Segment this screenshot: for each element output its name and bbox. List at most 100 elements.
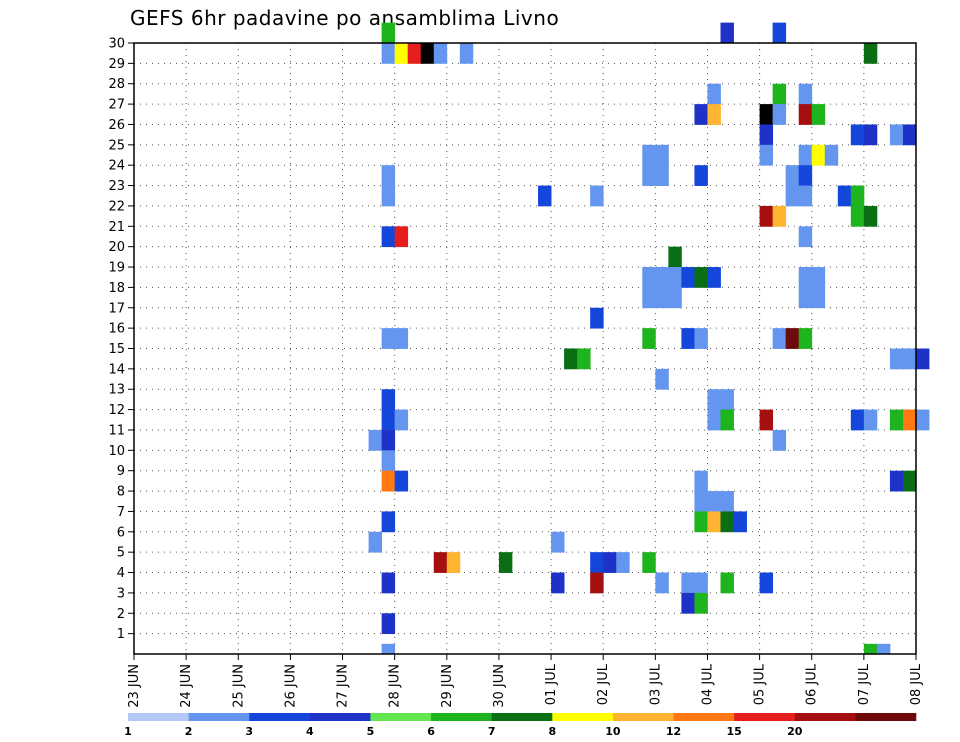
y-tick-label: 25 (108, 138, 125, 153)
y-tick-label: 11 (108, 423, 125, 438)
heatmap-cell (720, 491, 734, 512)
y-tick-label: 12 (108, 403, 125, 418)
heatmap-cell (381, 226, 396, 248)
x-tick-label: 03 JUL (648, 663, 663, 705)
heatmap-cell (381, 429, 396, 451)
colorbar-swatch (552, 713, 614, 721)
heatmap-cell (707, 104, 721, 125)
heatmap-cell (733, 511, 747, 533)
heatmap-cell (707, 389, 721, 410)
heatmap-cell (916, 348, 930, 370)
heatmap-cell (498, 552, 513, 573)
heatmap-cell (798, 267, 813, 288)
heatmap-cell (824, 144, 839, 166)
heatmap-cell (381, 43, 396, 64)
heatmap-cell (694, 572, 708, 594)
heatmap-cell (798, 83, 813, 105)
heatmap-cell (668, 246, 682, 268)
heatmap-cell (889, 124, 904, 146)
heatmap-cell (642, 552, 656, 573)
y-tick-label: 27 (108, 98, 125, 113)
x-axis-ticks: 23 JUN 24 JUN 25 JUN 26 JUN 27 JUN 28 JUN 29 J… (127, 654, 924, 708)
heatmap-cell (785, 165, 800, 186)
heatmap-cell (811, 287, 826, 309)
heatmap-cell (420, 43, 435, 64)
x-tick-label: 01 JUL (544, 663, 559, 705)
heatmap-cell (381, 409, 396, 431)
heatmap-cell (863, 43, 878, 64)
heatmap-cell (759, 572, 774, 594)
heatmap-cell (564, 348, 578, 370)
heatmap-cell (916, 409, 930, 431)
heatmap-cell (759, 144, 774, 166)
heatmap-cell (655, 368, 669, 390)
colorbar-label: 10 (605, 725, 621, 738)
y-tick-label: 9 (117, 464, 125, 479)
heatmap-cell (889, 470, 904, 492)
x-tick-label: 04 JUL (700, 663, 715, 705)
heatmap-cell (772, 22, 787, 44)
heatmap-cell (590, 185, 604, 207)
heatmap-cell (381, 389, 396, 410)
x-tick-label: 02 JUL (596, 663, 611, 705)
y-tick-label: 28 (108, 77, 125, 92)
heatmap-cell (798, 165, 813, 186)
colorbar-swatch (612, 713, 674, 721)
heatmap-cell (446, 552, 461, 573)
x-tick-label: 26 JUN (283, 664, 298, 708)
heatmap-cell (785, 185, 800, 207)
y-tick-label: 29 (108, 57, 125, 72)
colorbar-swatch (673, 713, 735, 721)
heatmap-cell (863, 409, 878, 431)
heatmap-cell (642, 165, 656, 186)
heatmap-cell (394, 328, 409, 349)
heatmap-cell (407, 43, 422, 64)
heatmap-cell (459, 43, 474, 64)
heatmap-cell (720, 511, 734, 533)
heatmap-cell (381, 185, 396, 207)
heatmap-cell (694, 511, 708, 533)
y-tick-label: 18 (108, 281, 125, 296)
colorbar-swatch (794, 713, 856, 721)
heatmap-cell (798, 144, 813, 166)
heatmap-cell (577, 348, 591, 370)
heatmap-cell (707, 491, 721, 512)
x-tick-label: 28 JUN (388, 664, 403, 708)
heatmap-cell (603, 552, 617, 573)
colorbar-label: 20 (787, 725, 803, 738)
heatmap-cell (381, 572, 396, 594)
heatmap-cell (772, 328, 787, 349)
heatmap-cell (694, 328, 708, 349)
y-tick-label: 26 (108, 118, 125, 133)
heatmap-cell (381, 470, 396, 492)
heatmap-cell (642, 144, 656, 166)
grid-lines (134, 43, 916, 654)
heatmap-cell (381, 165, 396, 186)
chart-title: GEFS 6hr padavine po ansamblima Livno (130, 6, 560, 30)
heatmap-cell (811, 267, 826, 288)
x-tick-label: 27 JUN (336, 664, 351, 708)
heatmap-cell (720, 409, 734, 431)
heatmap-cell (772, 429, 787, 451)
heatmap-cell (681, 328, 695, 349)
colorbar-label: 8 (548, 725, 556, 738)
heatmap-cell (394, 470, 409, 492)
heatmap-cell (798, 104, 813, 125)
heatmap-cell (668, 287, 682, 309)
y-tick-label: 13 (108, 383, 125, 398)
y-tick-label: 1 (117, 627, 125, 642)
heatmap-cell (837, 185, 852, 207)
y-tick-label: 17 (108, 301, 125, 316)
colorbar-label: 1 (124, 725, 132, 738)
colorbar-swatch (249, 713, 311, 721)
heatmap-cell (694, 267, 708, 288)
heatmap-cell (850, 185, 865, 207)
heatmap-cell (381, 22, 396, 44)
heatmap-cell (642, 267, 656, 288)
heatmap-cell (798, 287, 813, 309)
y-tick-label: 23 (108, 179, 125, 194)
heatmap-cell (720, 22, 734, 44)
x-tick-label: 06 JUL (805, 663, 820, 705)
heatmap-cell (694, 470, 708, 492)
